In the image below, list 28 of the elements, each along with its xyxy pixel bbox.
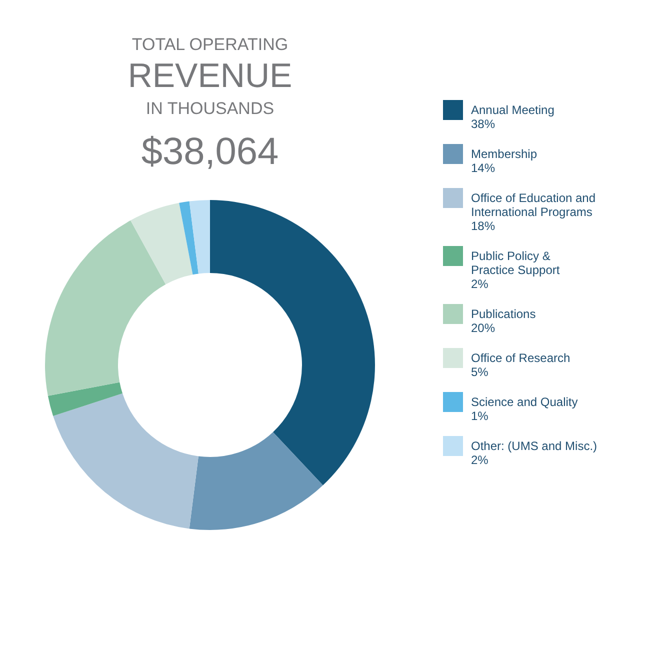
- data-label: 5%: [471, 365, 489, 379]
- chart-title: TOTAL OPERATING: [132, 35, 288, 54]
- donut-slice: [130, 202, 193, 284]
- data-label: 14%: [471, 161, 496, 175]
- donut-slice: [210, 200, 375, 486]
- donut-slice: [189, 432, 323, 530]
- donut-slice: [53, 393, 198, 529]
- donut-slice: [179, 201, 198, 275]
- legend-label: Membership: [471, 147, 538, 161]
- data-label: 2%: [471, 453, 489, 467]
- chart-subtitle: REVENUE: [128, 57, 292, 95]
- donut-slice: [45, 220, 166, 396]
- legend-label: Science and Quality: [471, 395, 578, 409]
- data-label: 20%: [471, 321, 496, 335]
- donut-slice: [48, 382, 123, 416]
- data-label: 18%: [471, 219, 496, 233]
- data-label: 2%: [471, 277, 489, 291]
- legend-label: Office of Research: [471, 351, 570, 365]
- text: $38,064: [141, 131, 279, 173]
- legend-label: Publications: [471, 307, 536, 321]
- donut-slice: [189, 200, 210, 274]
- legend-label: Public Policy & Practice Support: [471, 249, 560, 277]
- data-label: 1%: [471, 409, 489, 423]
- legend-label: Other: (UMS and Misc.): [471, 439, 598, 453]
- legend-label: Office of Education and International Programs: [471, 191, 596, 219]
- data-label: 38%: [471, 117, 496, 131]
- text: IN THOUSANDS: [146, 99, 274, 118]
- legend-label: Annual Meeting: [471, 103, 554, 117]
